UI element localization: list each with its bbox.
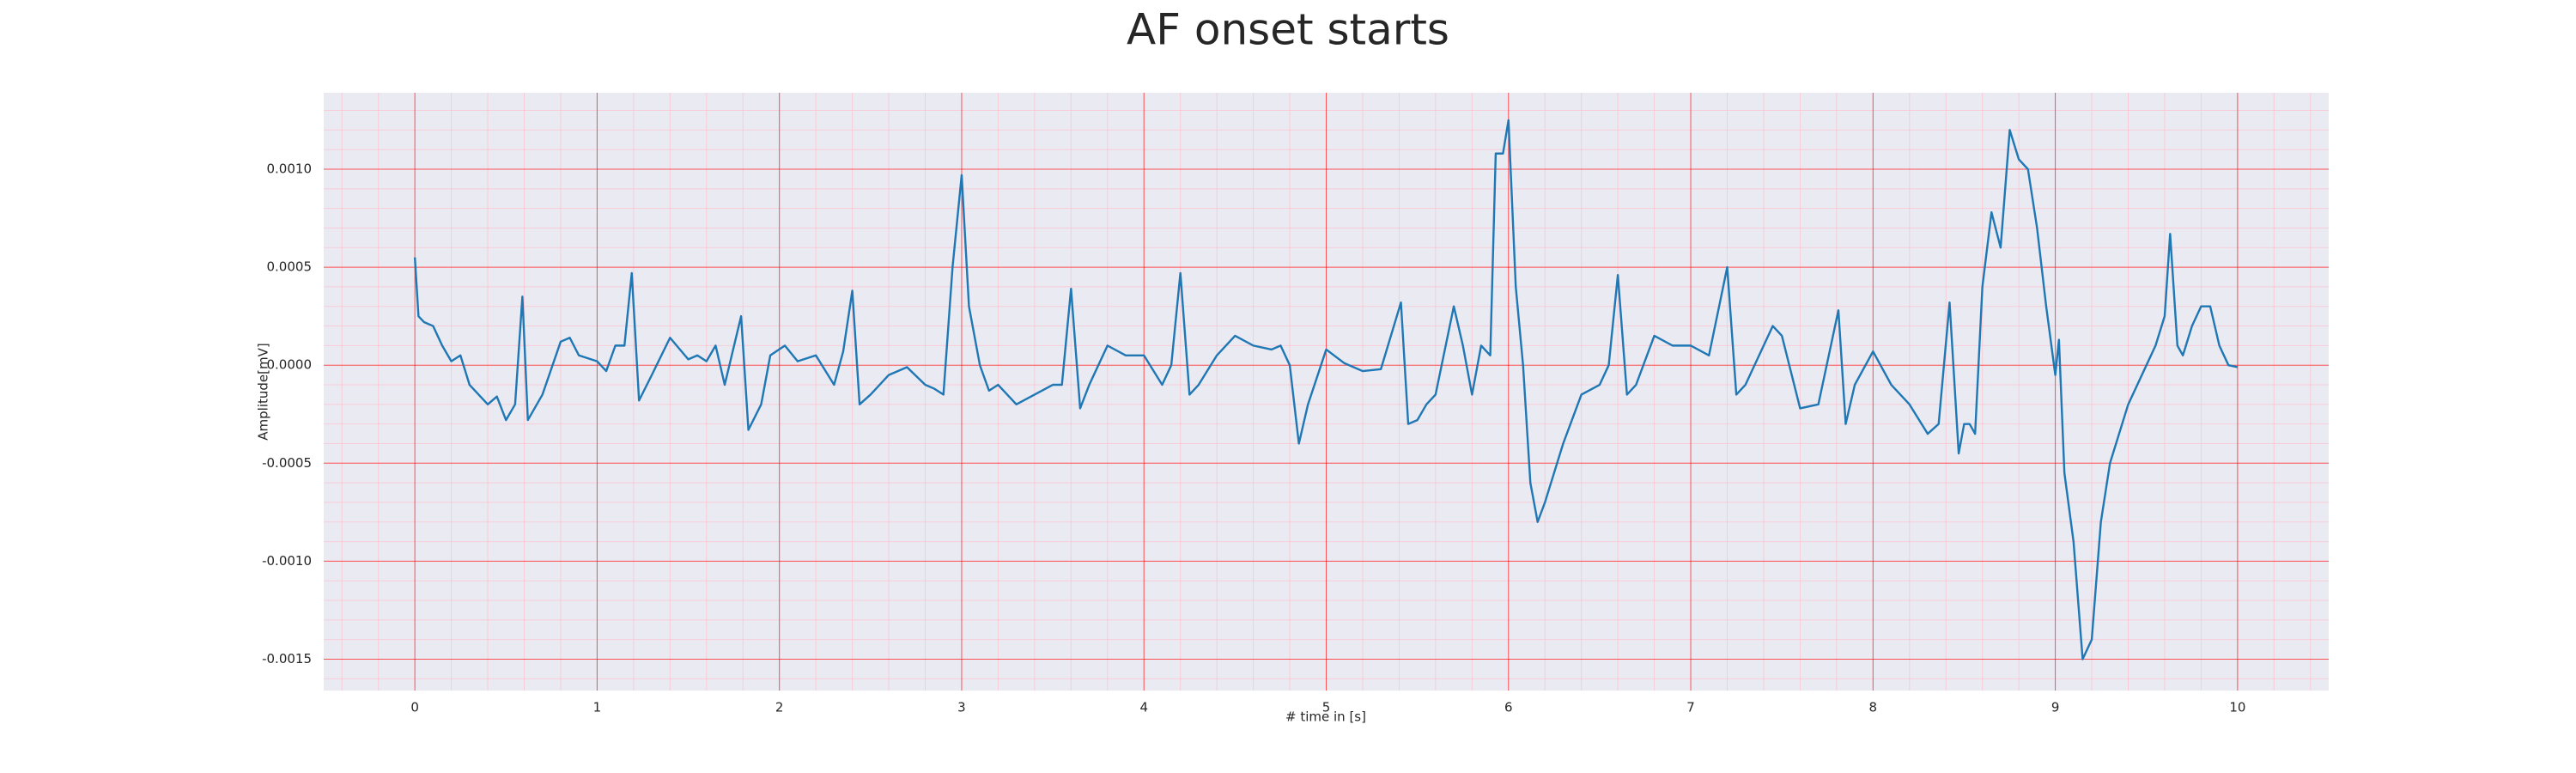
chart-title: AF onset starts	[1127, 5, 1449, 55]
y-tick-label: 0.0005	[267, 259, 313, 275]
y-tick-label: 0.0000	[267, 357, 313, 373]
x-tick-label: 1	[593, 700, 602, 715]
x-tick-label: 6	[1504, 700, 1513, 715]
x-tick-label: 2	[775, 700, 784, 715]
x-tick-label: 4	[1139, 700, 1148, 715]
x-tick-label: 5	[1322, 700, 1331, 715]
y-axis-label: Amplitude[mV]	[256, 343, 271, 440]
x-tick-label: 7	[1686, 700, 1695, 715]
y-tick-label: 0.0010	[267, 161, 313, 176]
x-tick-label: 3	[957, 700, 966, 715]
x-tick-label: 8	[1869, 700, 1878, 715]
ecg-line	[413, 119, 2239, 660]
y-tick-label: -0.0015	[262, 651, 312, 666]
y-tick-label: -0.0010	[262, 553, 312, 569]
x-axis-label: # time in [s]	[1285, 709, 1366, 725]
x-tick-label: 9	[2051, 700, 2060, 715]
x-tick-label: 10	[2229, 700, 2245, 715]
y-tick-label: -0.0005	[262, 455, 312, 471]
x-tick-label: 0	[410, 700, 419, 715]
